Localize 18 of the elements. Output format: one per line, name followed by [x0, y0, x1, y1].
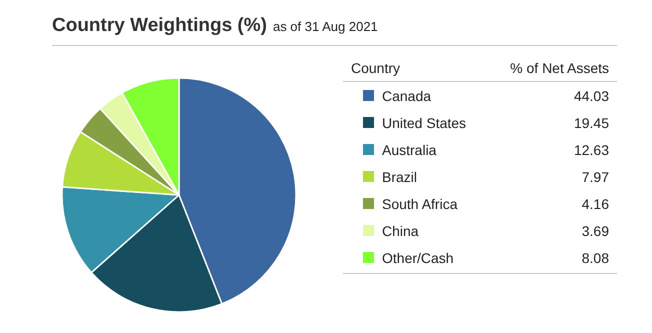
data-label: 44.03	[574, 88, 609, 104]
legend-label: Australia	[382, 142, 438, 158]
legend-title: Country	[351, 60, 400, 76]
data-label: 12.63	[574, 142, 609, 158]
data-label: 19.45	[574, 114, 609, 130]
data-label: 8.08	[582, 250, 609, 266]
legend-label: United States	[382, 114, 468, 130]
legend-label: Canada	[382, 88, 432, 104]
legend-label: Brazil	[382, 168, 418, 184]
chart-subtitle: as of 31 Aug 2021	[272, 19, 378, 34]
legend-label: South Africa	[382, 196, 458, 212]
text: % of Net Assets	[510, 60, 609, 76]
data-label: 3.69	[582, 222, 609, 238]
data-label: 4.16	[582, 196, 609, 212]
legend-label: China	[382, 222, 420, 238]
data-label: 7.97	[582, 168, 609, 184]
legend-label: Other/Cash	[382, 250, 455, 266]
chart-title: Country Weightings (%)	[52, 15, 267, 36]
